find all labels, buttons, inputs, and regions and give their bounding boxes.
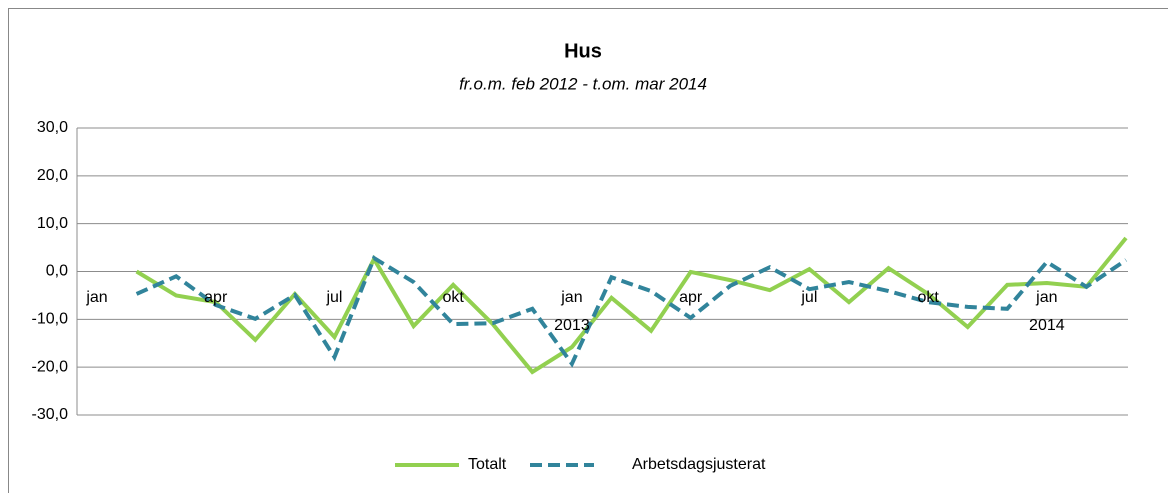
- x-tick-label: apr: [679, 289, 703, 306]
- x-tick-label: jul: [326, 289, 343, 306]
- x-tick-label: jan: [86, 289, 108, 306]
- x-tick-label: jul: [801, 289, 818, 306]
- data-line: [135, 255, 1128, 368]
- legend-label: Arbetsdagsjusterat: [632, 456, 766, 473]
- x-tick-label: jan 2013: [554, 289, 590, 334]
- y-tick-label: -10,0: [32, 311, 69, 328]
- y-tick-label: 0,0: [46, 263, 68, 280]
- data-line: [135, 236, 1128, 375]
- chart-frame: [8, 8, 1168, 493]
- y-tick-label: -20,0: [32, 358, 69, 375]
- x-tick-label: jan 2014: [1029, 289, 1065, 334]
- y-tick-label: 30,0: [37, 119, 68, 136]
- x-tick-label: apr: [204, 289, 228, 306]
- x-tick-label: okt: [917, 289, 939, 306]
- y-tick-label: -30,0: [32, 406, 69, 423]
- chart-subtitle: fr.o.m. feb 2012 - t.om. mar 2014: [459, 74, 707, 93]
- x-tick-label: okt: [442, 289, 464, 306]
- chart-title: Hus: [564, 40, 602, 62]
- legend-label: Totalt: [468, 456, 507, 473]
- y-tick-label: 20,0: [37, 167, 68, 184]
- y-tick-label: 10,0: [37, 215, 68, 232]
